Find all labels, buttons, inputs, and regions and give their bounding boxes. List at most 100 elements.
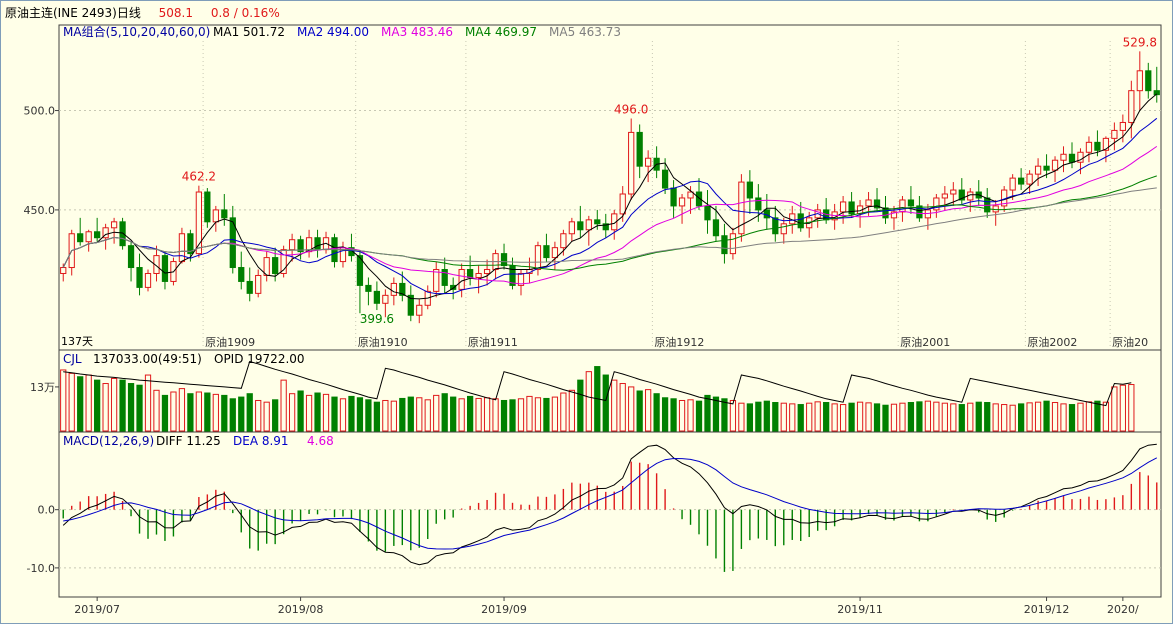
candle-body <box>441 269 448 286</box>
candle-body <box>670 187 677 207</box>
candle-body <box>839 201 847 213</box>
volume-bar <box>458 398 465 432</box>
volume-bar <box>687 399 694 432</box>
volume-bar <box>110 377 118 432</box>
volume-bar <box>992 403 999 432</box>
candle-body <box>144 272 152 288</box>
volume-bar <box>848 402 855 432</box>
volume-bar <box>314 392 321 432</box>
candle-body <box>110 221 118 229</box>
volume-bar <box>305 394 313 432</box>
volume-bar <box>806 402 813 432</box>
volume-bar <box>534 397 542 432</box>
volume-bar <box>1026 402 1033 432</box>
candle-body <box>458 269 465 290</box>
macd-legend-title: MACD(12,26,9) <box>63 434 154 448</box>
contract-label: 原油20 <box>1112 335 1148 349</box>
candle-body <box>797 213 804 229</box>
candle-body <box>534 245 542 271</box>
macd-legend-dea: DEA 8.91 <box>233 434 289 448</box>
ma-line-ma5 <box>62 187 1157 268</box>
candle-body <box>721 235 728 255</box>
volume-bar <box>509 399 516 432</box>
volume-bar <box>68 372 75 432</box>
volume-bar <box>390 400 397 432</box>
last-price: 508.1 <box>158 6 194 20</box>
volume-bar <box>950 403 957 432</box>
volume-bar <box>738 402 745 432</box>
volume-bar <box>272 399 279 432</box>
candle-body <box>712 219 720 237</box>
volume-bar <box>263 401 270 432</box>
volume-bar <box>729 399 737 432</box>
volume-bar <box>238 396 245 432</box>
candle-body <box>551 247 559 259</box>
y-tick-label: 500.0 <box>24 105 56 118</box>
price-annotation: 529.8 <box>1123 35 1157 49</box>
volume-bar <box>297 390 304 432</box>
x-tick-label: 2019/11 <box>837 603 883 616</box>
candle-body <box>475 272 482 278</box>
ma-line-ma4 <box>62 175 1157 271</box>
candle-body <box>60 267 67 274</box>
volume-bar <box>1068 404 1076 432</box>
volume-bar <box>492 398 499 432</box>
volume-bar <box>187 393 194 432</box>
candle-body <box>365 284 372 292</box>
volume-bar <box>1060 403 1067 432</box>
volume-bar <box>102 383 109 432</box>
candle-body <box>882 207 889 219</box>
volume-bar <box>831 403 838 432</box>
candle-body <box>1111 129 1118 139</box>
candle-body <box>102 227 109 239</box>
volume-bar <box>695 400 703 432</box>
volume-bar <box>433 394 440 432</box>
volume-bar <box>653 393 660 432</box>
candle-body <box>407 294 414 316</box>
x-tick-label: 2020/ <box>1107 603 1139 616</box>
volume-bar <box>246 393 253 432</box>
volume-bar <box>1111 386 1118 432</box>
candle-body <box>255 274 262 294</box>
x-tick-label: 2019/12 <box>1024 603 1070 616</box>
candle-body <box>238 267 245 282</box>
candle-body <box>755 197 762 211</box>
volume-bar <box>543 397 550 432</box>
candle-body <box>297 239 304 253</box>
candle-body <box>619 193 626 215</box>
volume-bar <box>526 395 533 432</box>
candle-body <box>229 217 236 269</box>
volume-bar <box>763 400 770 432</box>
volume-bar <box>1034 401 1042 432</box>
volume-bar <box>975 401 982 432</box>
volume-bar <box>1077 402 1084 432</box>
candle-body <box>517 272 525 286</box>
volume-bar <box>678 399 686 432</box>
candle-body <box>958 189 965 201</box>
candle-body <box>950 189 957 195</box>
volume-bar <box>373 401 381 432</box>
volume-bar <box>119 379 126 432</box>
volume-bar <box>255 399 262 432</box>
cjl-legend-opid: OPID 19722.00 <box>214 352 305 366</box>
candle-body <box>568 221 575 235</box>
volume-bar <box>619 383 626 432</box>
candle-body <box>907 199 915 207</box>
volume-bar <box>560 392 567 432</box>
candle-body <box>738 181 745 235</box>
candle-body <box>195 191 202 255</box>
volume-bar <box>704 394 711 432</box>
volume-bar <box>585 371 592 432</box>
volume-bar <box>797 404 804 432</box>
volume-bar <box>467 395 474 432</box>
candle-body <box>136 267 143 288</box>
candle-body <box>161 255 169 282</box>
volume-bar <box>839 404 847 432</box>
price-annotation: 496.0 <box>614 102 648 116</box>
candle-body <box>602 223 609 231</box>
volume-bar <box>288 393 296 432</box>
volume-bar <box>1001 404 1008 432</box>
cjl-legend-vol: 137033.00(49:51) <box>93 352 202 366</box>
price-annotation: 399.6 <box>360 312 394 326</box>
